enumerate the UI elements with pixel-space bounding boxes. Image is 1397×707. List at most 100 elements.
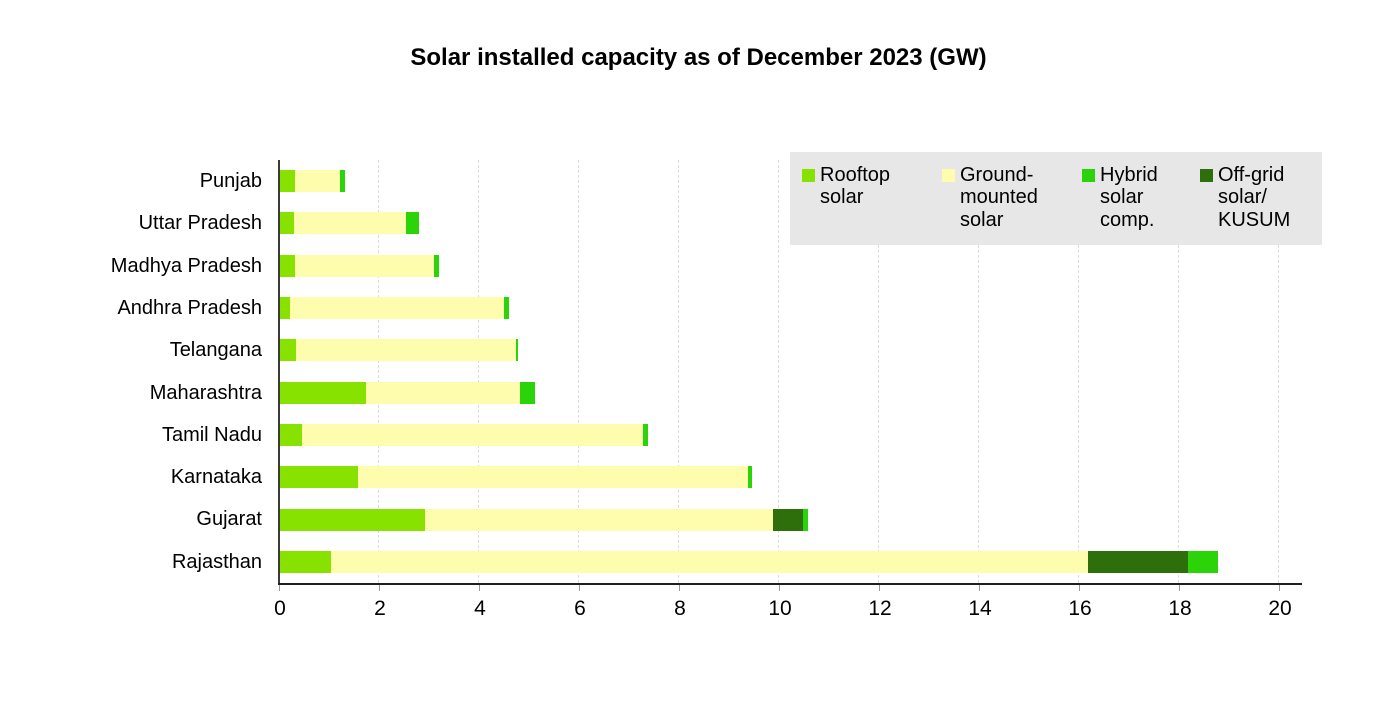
x-axis-tick-label: 18 xyxy=(1168,597,1192,620)
bar-segment-hybrid xyxy=(516,339,518,362)
y-axis-label: Madhya Pradesh xyxy=(110,254,262,277)
x-axis-tick-label: 20 xyxy=(1268,597,1292,620)
bar-row xyxy=(280,339,518,362)
bar-segment-hybrid xyxy=(643,423,648,446)
gridline xyxy=(1078,160,1079,583)
bar-segment-hybrid xyxy=(803,508,808,531)
bar-row xyxy=(280,212,419,235)
x-axis-tick-label: 10 xyxy=(768,597,792,620)
y-axis-label: Andhra Pradesh xyxy=(117,296,262,319)
x-axis-tick xyxy=(279,585,280,591)
bar-segment-ground xyxy=(296,339,516,362)
legend-item: Hybrid solar comp. xyxy=(1082,164,1188,231)
x-axis-tick xyxy=(679,585,680,591)
bar-segment-hybrid xyxy=(340,170,345,193)
x-axis-tick xyxy=(1079,585,1080,591)
gridline xyxy=(378,160,379,583)
gridline xyxy=(878,160,879,583)
bar-segment-ground xyxy=(365,381,520,404)
bar-segment-ground xyxy=(295,254,434,277)
bar-segment-rooftop xyxy=(280,508,425,531)
x-axis-tick-label: 2 xyxy=(374,597,386,620)
bar-row xyxy=(280,254,439,277)
y-axis-label: Karnataka xyxy=(170,466,262,489)
x-axis-tick xyxy=(779,585,780,591)
legend-label: Rooftop solar xyxy=(820,164,891,209)
bar-segment-hybrid xyxy=(519,381,535,404)
bar-segment-rooftop xyxy=(280,170,295,193)
x-axis-tick-label: 0 xyxy=(274,597,286,620)
bar-row xyxy=(280,381,535,404)
x-axis-tick-label: 4 xyxy=(474,597,486,620)
bar-segment-ground xyxy=(331,550,1088,573)
bar-segment-ground xyxy=(290,297,504,320)
x-axis-tick xyxy=(1179,585,1180,591)
y-axis-label: Tamil Nadu xyxy=(161,423,262,446)
y-axis-labels: Punjab Uttar Pradesh Madhya Pradesh Andhra … xyxy=(40,160,266,583)
x-axis-tick-label: 16 xyxy=(1068,597,1092,620)
x-axis-tick-label: 8 xyxy=(674,597,686,620)
bar-segment-ground xyxy=(424,508,773,531)
gridline xyxy=(978,160,979,583)
legend-swatch xyxy=(1200,169,1213,182)
bar-segment-offgrid xyxy=(1088,550,1188,573)
bar-segment-ground xyxy=(295,170,340,193)
bar-segment-rooftop xyxy=(280,339,296,362)
gridline xyxy=(578,160,579,583)
x-axis-tick xyxy=(1279,585,1280,591)
bar-row xyxy=(280,508,808,531)
bar-segment-rooftop xyxy=(280,297,290,320)
bar-segment-rooftop xyxy=(280,550,331,573)
x-axis-line xyxy=(278,583,1302,585)
bar-segment-hybrid xyxy=(504,297,509,320)
y-axis-line xyxy=(278,160,280,583)
x-axis-tick xyxy=(379,585,380,591)
x-axis-tick-label: 14 xyxy=(968,597,992,620)
x-axis-tick xyxy=(979,585,980,591)
legend-label: Off-grid solar/ KUSUM xyxy=(1218,164,1291,231)
bar-row xyxy=(280,423,648,446)
x-axis-tick xyxy=(479,585,480,591)
bar-segment-ground xyxy=(293,212,406,235)
legend: Rooftop solar Ground-mounted solar Hybrid … xyxy=(790,152,1322,246)
x-axis-tick xyxy=(579,585,580,591)
bar-segment-rooftop xyxy=(280,212,294,235)
y-axis-label: Punjab xyxy=(199,170,262,192)
gridline xyxy=(1278,160,1279,583)
legend-swatch xyxy=(942,169,955,182)
bar-segment-rooftop xyxy=(280,423,302,446)
bar-segment-hybrid xyxy=(1188,550,1218,573)
y-axis-label: Uttar Pradesh xyxy=(138,212,262,235)
gridline xyxy=(678,160,679,583)
y-axis-label: Maharashtra xyxy=(149,381,262,404)
bar-segment-rooftop xyxy=(280,254,295,277)
legend-item: Rooftop solar xyxy=(802,164,930,231)
bar-row xyxy=(280,297,509,320)
bar-row xyxy=(280,550,1218,573)
y-axis-label: Telangana xyxy=(169,339,262,362)
legend-swatch xyxy=(802,169,815,182)
bar-segment-rooftop xyxy=(280,466,358,489)
y-axis-label: Rajasthan xyxy=(171,550,262,573)
bar-segment-rooftop xyxy=(280,381,366,404)
x-axis-tick-label: 6 xyxy=(574,597,586,620)
y-axis-label: Gujarat xyxy=(196,508,262,531)
bar-segment-hybrid xyxy=(434,254,439,277)
legend-swatch xyxy=(1082,169,1095,182)
legend-item: Ground-mounted solar xyxy=(942,164,1070,231)
bar-row xyxy=(280,466,752,489)
chart-title: Solar installed capacity as of December … xyxy=(410,44,987,71)
gridline xyxy=(778,160,779,583)
gridline xyxy=(478,160,479,583)
bar-segment-hybrid xyxy=(406,212,419,235)
x-axis-tick-label: 12 xyxy=(868,597,892,620)
gridline xyxy=(1178,160,1179,583)
x-axis-tick xyxy=(879,585,880,591)
bar-segment-ground xyxy=(301,423,643,446)
legend-label: Ground-mounted solar xyxy=(960,164,1038,231)
plot-area xyxy=(278,160,1302,585)
legend-item: Off-grid solar/ KUSUM xyxy=(1200,164,1318,231)
bar-row xyxy=(280,170,345,193)
bar-segment-offgrid xyxy=(773,508,803,531)
bar-segment-hybrid xyxy=(748,466,752,489)
